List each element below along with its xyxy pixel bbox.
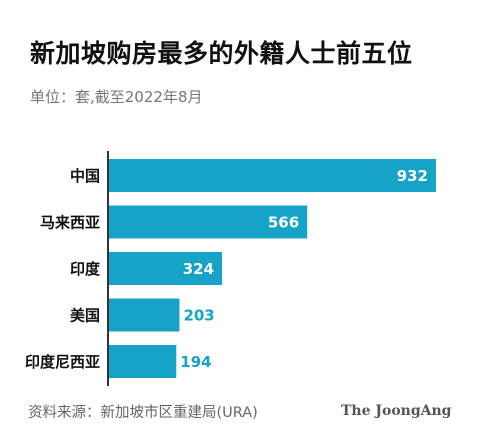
chart-title: 新加坡购房最多的外籍人士前五位 xyxy=(30,39,413,68)
data-label: 324 xyxy=(183,260,214,278)
category-label: 美国 xyxy=(70,307,100,325)
bar xyxy=(108,159,436,192)
bar xyxy=(108,298,180,332)
data-label: 566 xyxy=(268,214,299,232)
data-label: 203 xyxy=(183,307,214,325)
bar xyxy=(108,345,177,378)
bar xyxy=(108,252,223,285)
data-label: 932 xyxy=(397,167,428,185)
source-note: 资料来源：新加坡市区重建局(URA) xyxy=(28,405,258,421)
chart-subtitle: 单位：套,截至2022年8月 xyxy=(30,88,203,106)
category-label: 马来西亚 xyxy=(40,214,100,232)
category-label: 中国 xyxy=(70,167,100,185)
category-label: 印度尼西亚 xyxy=(25,353,100,371)
bar xyxy=(108,205,308,239)
publisher-logo: The JoongAng xyxy=(341,403,452,419)
data-label: 194 xyxy=(180,353,211,371)
category-label: 印度 xyxy=(70,260,101,278)
